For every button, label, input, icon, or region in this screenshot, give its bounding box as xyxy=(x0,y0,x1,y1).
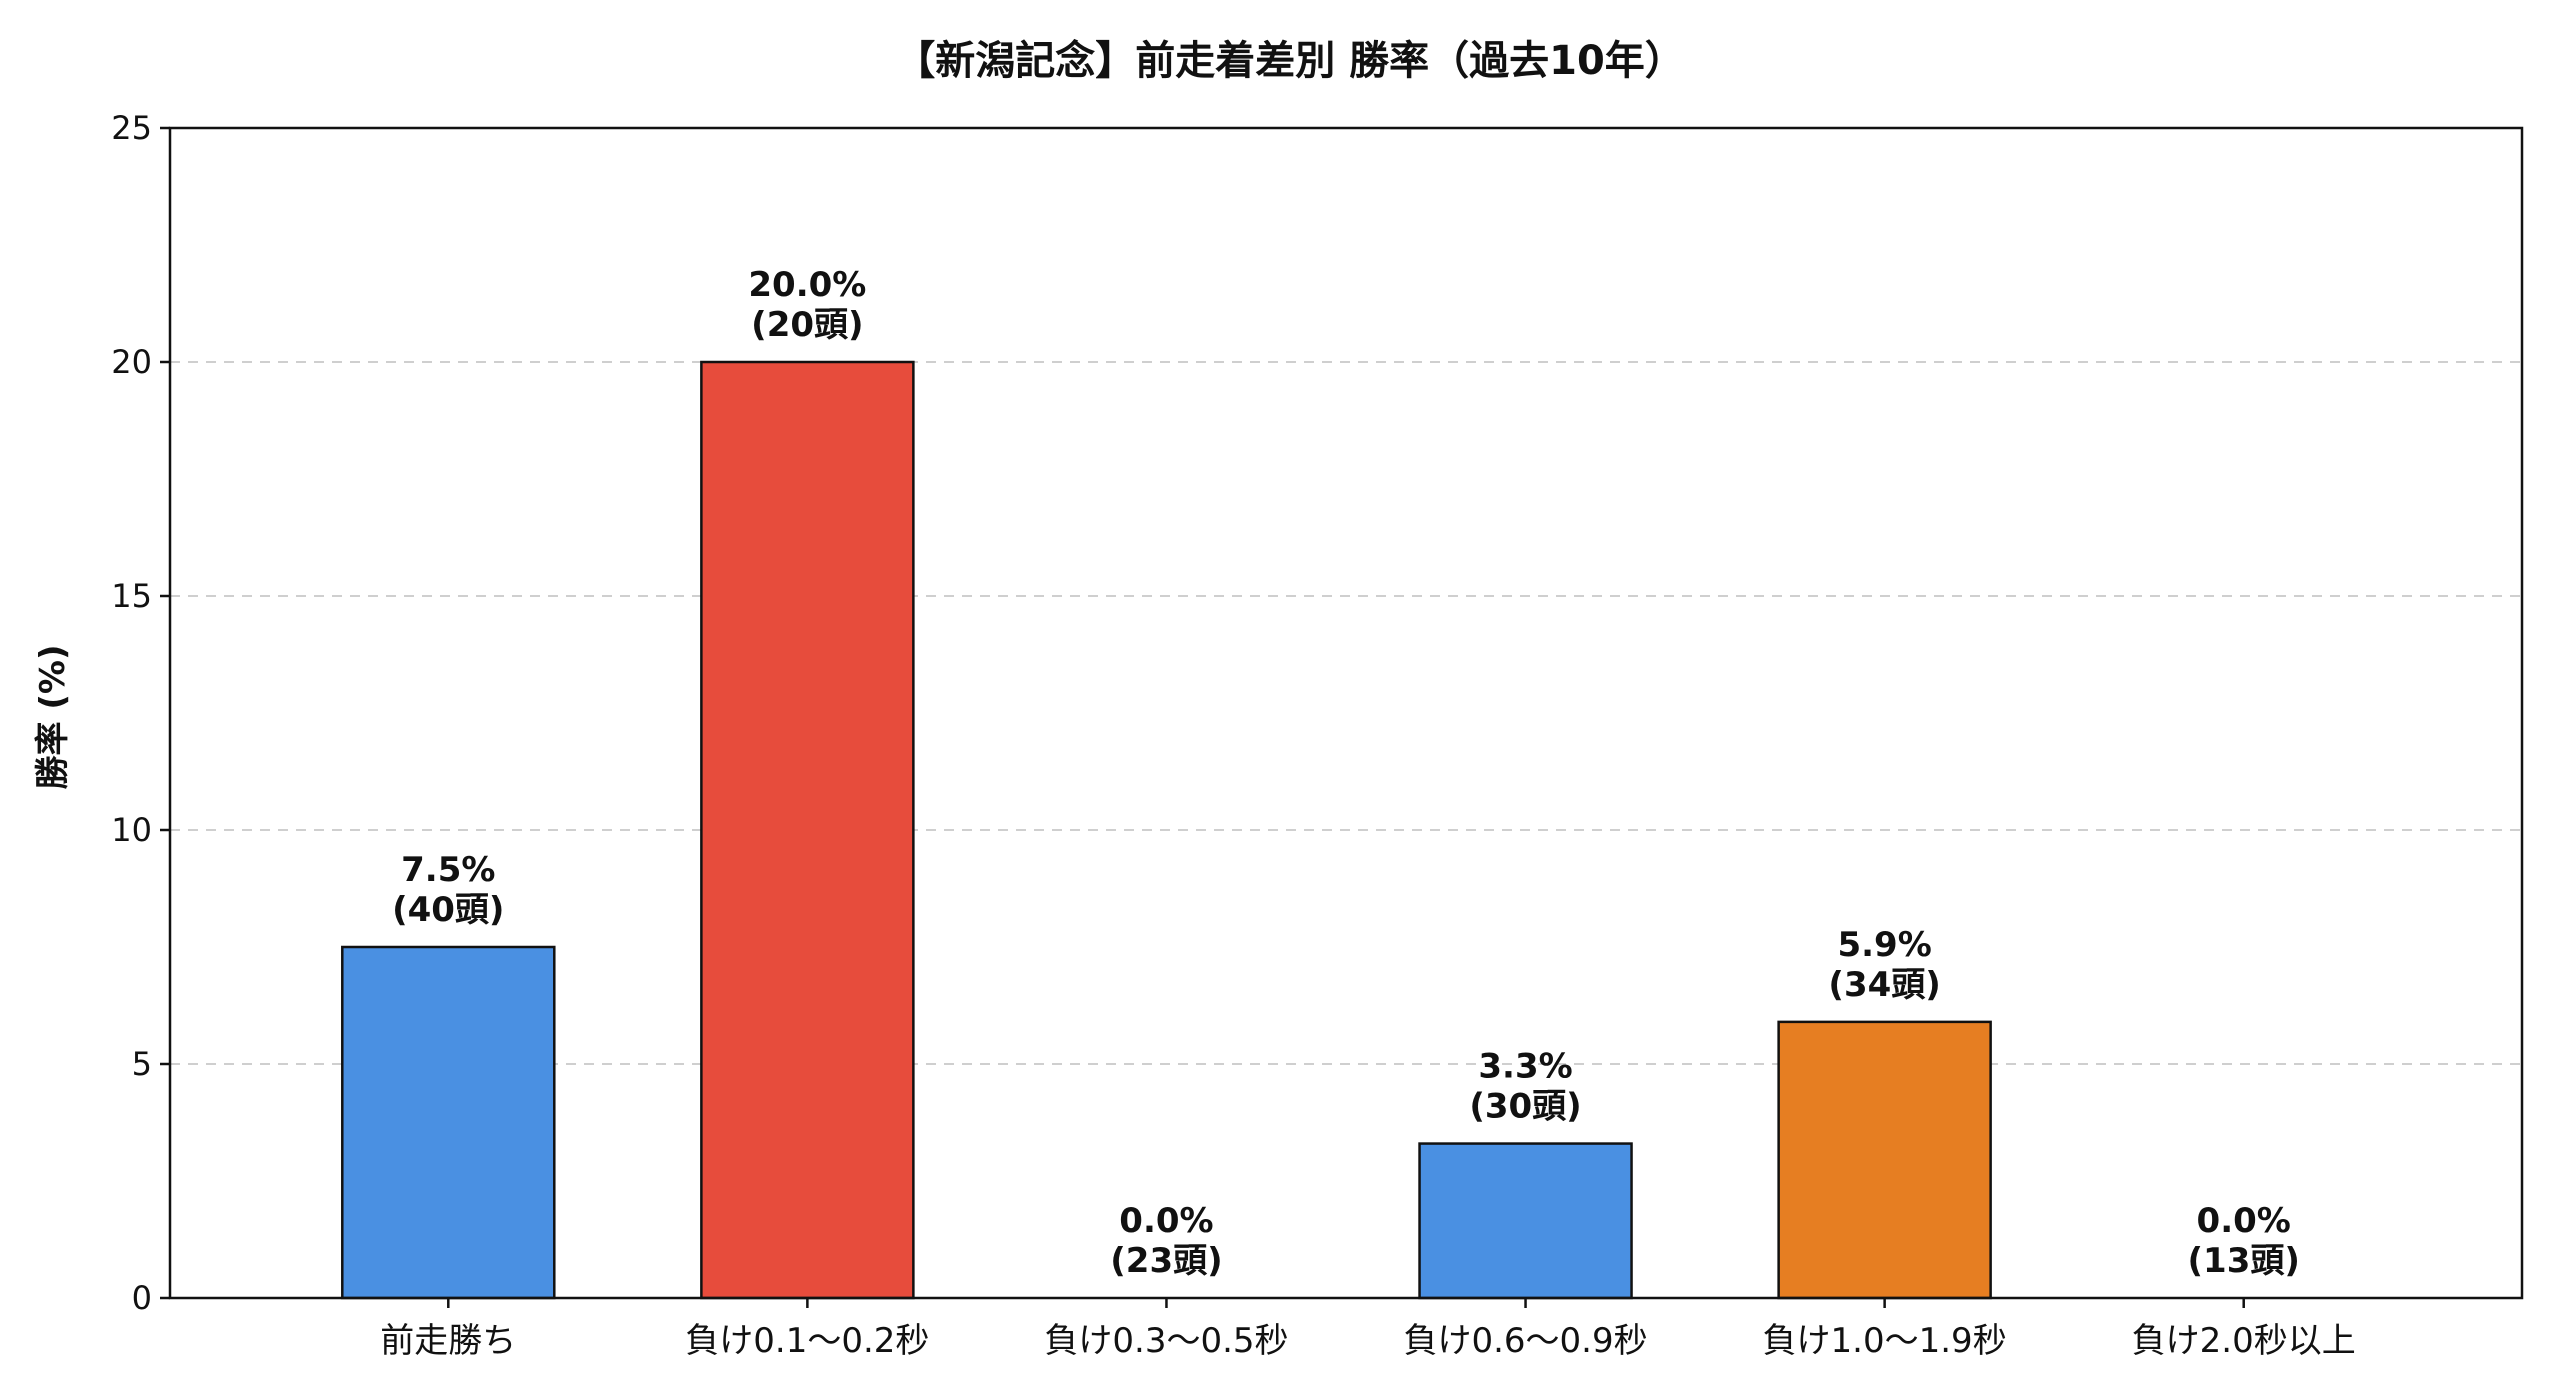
data-label-count: (40頭) xyxy=(392,890,504,930)
y-tick-label: 5 xyxy=(132,1045,152,1083)
x-tick-label: 負け2.0秒以上 xyxy=(2132,1321,2356,1361)
data-label-value: 3.3% xyxy=(1478,1047,1572,1087)
y-axis-ticks: 0 5 10 15 20 25 xyxy=(111,109,170,1317)
y-tick-label: 20 xyxy=(111,343,152,381)
bar xyxy=(341,945,556,1300)
x-tick-label: 負け0.3〜0.5秒 xyxy=(1044,1321,1288,1361)
y-tick-label: 10 xyxy=(111,811,152,849)
x-tick-label: 負け0.6〜0.9秒 xyxy=(1403,1321,1647,1361)
data-label-count: (20頭) xyxy=(751,305,863,345)
y-tick-label: 15 xyxy=(111,577,152,615)
chart-title: 【新潟記念】前走着差別 勝率（過去10年） xyxy=(895,38,1685,84)
grid-lines xyxy=(170,361,2522,1065)
x-tick-label: 負け0.1〜0.2秒 xyxy=(685,1321,929,1361)
x-axis-ticks: 前走勝ち 負け0.1〜0.2秒 負け0.3〜0.5秒 負け0.6〜0.9秒 負け1.0〜… xyxy=(380,1298,2356,1361)
data-labels: 7.5%(40頭)20.0%(20頭)0.0%(23頭)3.3%(30頭)5.9… xyxy=(392,265,2300,1281)
y-axis-label: 勝率 (%) xyxy=(33,645,73,790)
data-label-value: 7.5% xyxy=(401,850,495,890)
data-label-value: 5.9% xyxy=(1837,925,1931,965)
data-label-count: (23頭) xyxy=(1110,1241,1222,1281)
y-tick-label: 25 xyxy=(111,109,152,147)
data-label-count: (34頭) xyxy=(1828,965,1940,1005)
data-label-count: (30頭) xyxy=(1469,1087,1581,1127)
y-tick-label: 0 xyxy=(132,1279,152,1317)
bar xyxy=(700,360,915,1300)
x-tick-label: 前走勝ち xyxy=(380,1321,516,1361)
data-label-value: 0.0% xyxy=(2197,1201,2291,1241)
x-tick-label: 負け1.0〜1.9秒 xyxy=(1763,1321,2007,1361)
data-label-value: 0.0% xyxy=(1119,1201,1213,1241)
bars xyxy=(341,360,1992,1300)
bar xyxy=(1418,1142,1633,1300)
bar xyxy=(1777,1020,1992,1300)
data-label-count: (13頭) xyxy=(2188,1241,2300,1281)
data-label-value: 20.0% xyxy=(748,265,866,305)
plot-frame xyxy=(168,126,2524,1300)
